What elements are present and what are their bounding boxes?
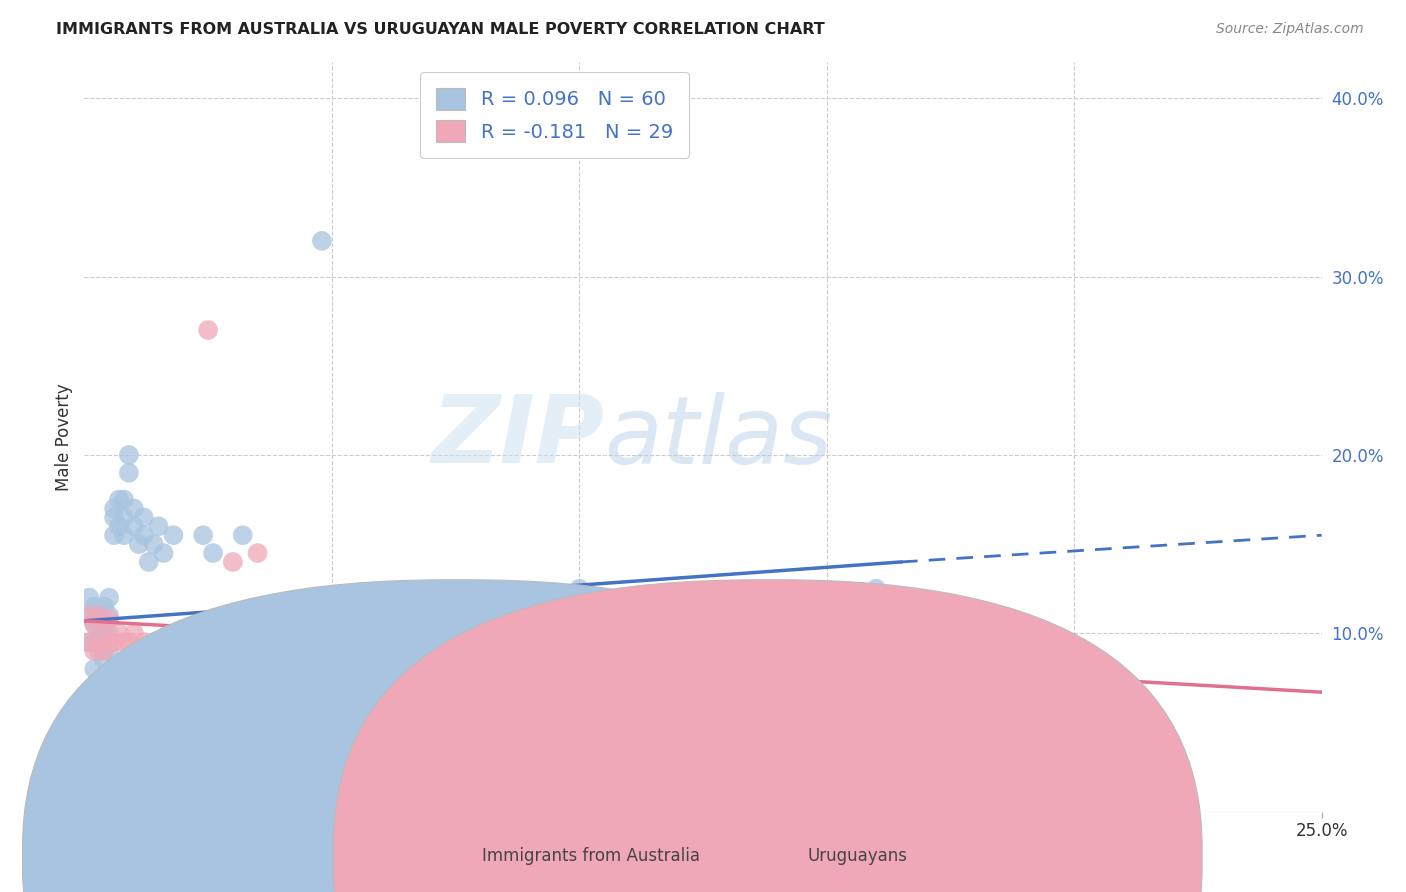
Point [98, 626, 121, 640]
Point [89, 635, 111, 649]
Point [766, 599, 789, 614]
Point [103, 528, 125, 542]
Point [470, 689, 492, 703]
Point [118, 466, 141, 480]
Point [152, 706, 174, 721]
Point [93, 653, 115, 667]
Point [103, 635, 125, 649]
Point [321, 662, 343, 676]
Point [98, 635, 121, 649]
Point [79, 635, 101, 649]
Text: Source: ZipAtlas.com: Source: ZipAtlas.com [1216, 22, 1364, 37]
Point [617, 689, 640, 703]
Point [148, 519, 170, 533]
Point [83, 617, 105, 632]
Text: ZIP: ZIP [432, 391, 605, 483]
Point [181, 671, 204, 685]
Point [93, 599, 115, 614]
Point [172, 662, 194, 676]
Point [108, 626, 131, 640]
Point [112, 528, 135, 542]
Point [89, 617, 111, 632]
Point [89, 644, 111, 658]
Point [108, 492, 131, 507]
Point [142, 537, 165, 551]
Point [271, 662, 294, 676]
Point [142, 698, 165, 712]
Point [865, 582, 887, 596]
Point [103, 501, 125, 516]
Point [370, 671, 392, 685]
Point [108, 519, 131, 533]
Point [98, 608, 121, 623]
Point [470, 680, 492, 694]
Point [162, 528, 184, 542]
Point [212, 680, 235, 694]
Point [301, 653, 323, 667]
Point [717, 591, 740, 605]
Point [132, 510, 155, 524]
Point [118, 635, 141, 649]
Point [122, 501, 145, 516]
Point [222, 555, 245, 569]
Text: Uruguayans: Uruguayans [807, 847, 908, 865]
Point [568, 582, 591, 596]
Point [93, 617, 115, 632]
Point [79, 608, 101, 623]
Point [98, 612, 121, 626]
Point [262, 671, 284, 685]
Point [112, 510, 135, 524]
Point [93, 626, 115, 640]
Point [89, 608, 111, 623]
Point [93, 644, 115, 658]
Point [568, 662, 591, 676]
Point [98, 644, 121, 658]
Point [666, 591, 689, 605]
Point [232, 528, 254, 542]
Point [83, 635, 105, 649]
Point [172, 671, 194, 685]
Point [79, 635, 101, 649]
Point [519, 671, 541, 685]
Point [138, 555, 160, 569]
Point [83, 662, 105, 676]
Point [321, 689, 343, 703]
Point [197, 323, 219, 337]
Point [112, 492, 135, 507]
Point [83, 644, 105, 658]
Point [112, 635, 135, 649]
Point [79, 591, 101, 605]
Point [191, 528, 214, 542]
Legend: R = 0.096   N = 60, R = -0.181   N = 29: R = 0.096 N = 60, R = -0.181 N = 29 [420, 72, 689, 158]
Text: Immigrants from Australia: Immigrants from Australia [481, 847, 700, 865]
Point [246, 546, 269, 560]
Point [311, 234, 333, 248]
Point [132, 528, 155, 542]
Point [89, 608, 111, 623]
Point [89, 635, 111, 649]
Point [132, 635, 155, 649]
Point [152, 546, 174, 560]
Text: IMMIGRANTS FROM AUSTRALIA VS URUGUAYAN MALE POVERTY CORRELATION CHART: IMMIGRANTS FROM AUSTRALIA VS URUGUAYAN M… [56, 22, 825, 37]
Point [128, 537, 150, 551]
Text: atlas: atlas [605, 392, 832, 483]
Point [103, 510, 125, 524]
Point [1038, 662, 1060, 676]
Point [98, 591, 121, 605]
Point [122, 626, 145, 640]
Point [202, 546, 225, 560]
Point [419, 662, 441, 676]
Y-axis label: Male Poverty: Male Poverty [55, 384, 73, 491]
Point [118, 448, 141, 462]
Point [83, 617, 105, 632]
Point [222, 689, 245, 703]
Point [281, 680, 304, 694]
Point [246, 662, 269, 676]
Point [79, 608, 101, 623]
Point [370, 671, 392, 685]
Point [83, 599, 105, 614]
Point [122, 519, 145, 533]
